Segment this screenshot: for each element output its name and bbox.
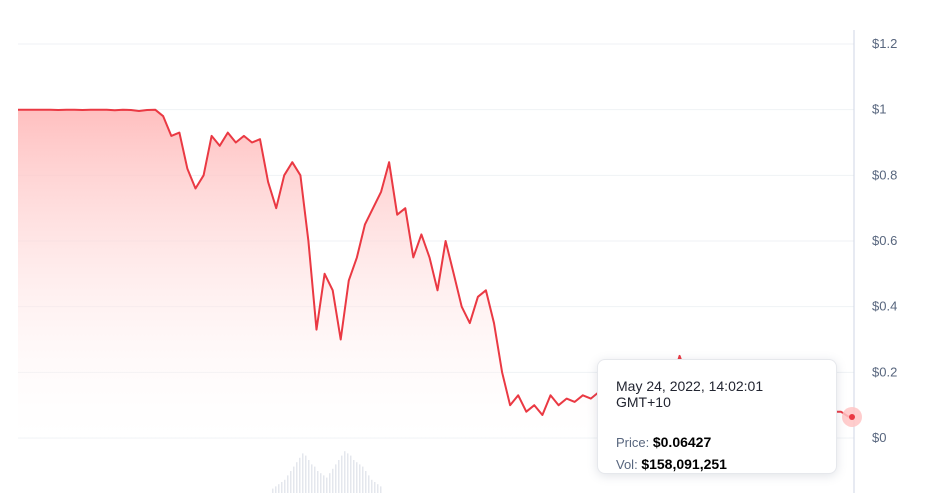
y-tick-label: $0 [872, 430, 886, 445]
tooltip-volume-value: $158,091,251 [641, 456, 727, 472]
hover-point [849, 413, 855, 420]
y-tick-label: $0.2 [872, 364, 897, 379]
volume-bar [323, 475, 325, 493]
volume-bar [314, 466, 316, 493]
volume-bar [275, 486, 277, 493]
volume-bar [362, 466, 364, 493]
volume-bar [305, 455, 307, 493]
volume-bar [374, 482, 376, 493]
tooltip-price-value: $0.06427 [652, 434, 712, 450]
volume-bar [368, 475, 370, 493]
volume-bar [335, 464, 337, 493]
tooltip-volume-row: Vol: $158,091,251 [616, 456, 818, 472]
volume-bar [329, 473, 331, 493]
volume-bar [284, 479, 286, 493]
y-tick-label: $0.8 [872, 167, 897, 182]
tooltip-price-label: Price: [616, 435, 650, 450]
volume-bar [278, 484, 280, 493]
volume-bar [359, 464, 361, 493]
volume-bar [272, 488, 274, 493]
y-tick-label: $0.4 [872, 299, 897, 314]
volume-bar [365, 471, 367, 493]
volume-bar [332, 468, 334, 493]
hover-marker [842, 406, 862, 427]
y-axis-ticks: $1.2 $1 $0.8 $0.6 $0.4 $0.2 $0 [872, 36, 897, 445]
volume-bar [287, 475, 289, 493]
volume-bar [302, 453, 304, 493]
y-tick-label: $1 [872, 102, 886, 117]
volume-bar [344, 451, 346, 493]
volume-bar [356, 462, 358, 493]
tooltip-price-row: Price: $0.06427 [616, 434, 818, 450]
volume-bar [338, 460, 340, 493]
volume-bar [377, 484, 379, 493]
volume-bar [317, 471, 319, 493]
volume-bar [311, 464, 313, 493]
volume-bar [299, 457, 301, 493]
volume-bar [290, 471, 292, 493]
volume-bar [281, 482, 283, 493]
volume-bars [272, 451, 382, 493]
y-tick-label: $0.6 [872, 233, 897, 248]
volume-bar [350, 455, 352, 493]
volume-bar [347, 453, 349, 493]
tooltip-date: May 24, 2022, 14:02:01 GMT+10 [616, 378, 764, 410]
volume-bar [296, 462, 298, 493]
volume-bar [380, 486, 382, 493]
price-tooltip: May 24, 2022, 14:02:01 GMT+10 Price: $0.… [597, 359, 837, 474]
tooltip-volume-label: Vol: [616, 457, 638, 472]
volume-bar [308, 460, 310, 493]
volume-bar [341, 455, 343, 493]
volume-bar [326, 477, 328, 493]
volume-bar [293, 466, 295, 493]
volume-bar [353, 460, 355, 493]
price-area [18, 109, 849, 438]
y-tick-label: $1.2 [872, 36, 897, 51]
volume-bar [371, 479, 373, 493]
volume-bar [320, 473, 322, 493]
